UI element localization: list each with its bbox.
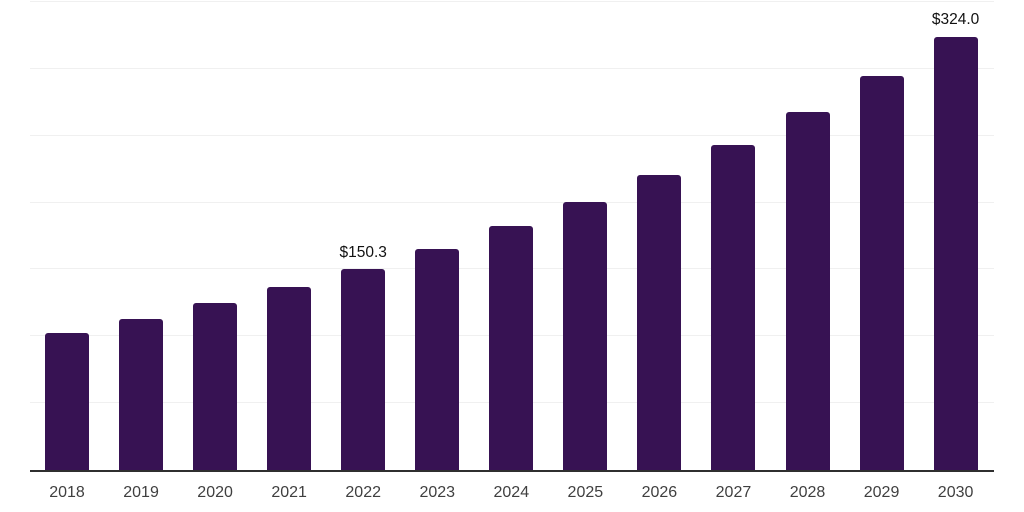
x-tick-2021: 2021 [271, 484, 307, 501]
x-axis-labels: 2018 2019 2020 2021 2022 2023 2024 2025 2026 2027… [0, 480, 1024, 506]
gridline-200 [30, 201, 994, 203]
x-tick-2022: 2022 [345, 484, 381, 501]
bar-2020 [193, 303, 238, 470]
bar-2027 [711, 144, 756, 470]
x-tick-2028: 2028 [789, 484, 826, 501]
bar-2018 [45, 332, 89, 470]
x-axis-line [30, 470, 994, 472]
bar-2022 [341, 269, 386, 470]
x-tick-2020: 2020 [197, 484, 233, 501]
bar-2026 [637, 174, 682, 470]
x-tick-2029: 2029 [863, 484, 900, 501]
gridline-300 [30, 67, 994, 69]
value-label-2030: $324.0 [931, 11, 980, 29]
bar-2023 [415, 248, 460, 470]
x-tick-2023: 2023 [419, 484, 456, 501]
x-tick-2026: 2026 [641, 484, 678, 501]
bar-2019 [119, 318, 164, 470]
bar-2025 [563, 201, 608, 470]
bar-2028 [785, 112, 830, 470]
bar-2030 [933, 36, 978, 470]
value-label-2022: $150.3 [339, 243, 387, 261]
bar-2024 [489, 226, 534, 470]
x-tick-2018: 2018 [49, 484, 85, 501]
x-tick-2019: 2019 [123, 484, 159, 501]
x-tick-2027: 2027 [715, 484, 752, 501]
x-tick-2024: 2024 [493, 484, 530, 501]
x-tick-2030: 2030 [937, 484, 974, 501]
bar-2029 [859, 76, 904, 470]
plot-area: $150.3 $324.0 [30, 1, 994, 472]
x-tick-2025: 2025 [567, 484, 604, 501]
gridline-250 [30, 134, 994, 136]
bar-2021 [267, 286, 312, 470]
gridline-350 [30, 1, 994, 2]
